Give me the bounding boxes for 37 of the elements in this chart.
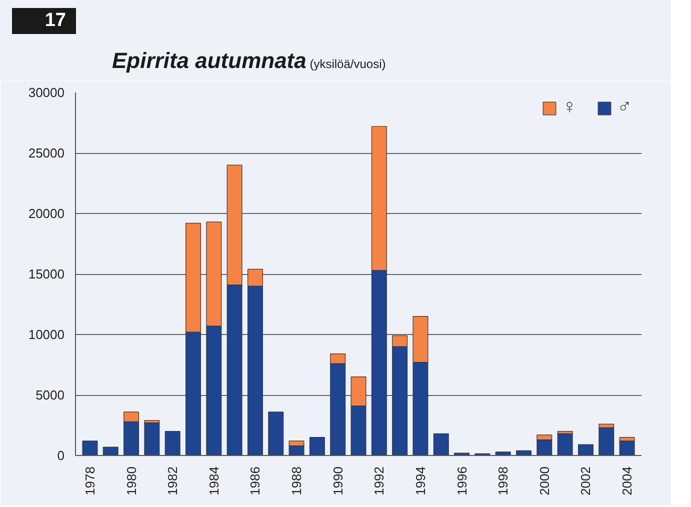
- bar: [82, 440, 98, 456]
- chart-subtitle: (yksilöä/vuosi): [310, 57, 386, 71]
- bar: [309, 437, 325, 456]
- legend-label: ♀: [562, 96, 578, 119]
- x-tick-label: 2000: [536, 466, 552, 496]
- x-tick-label: 2002: [578, 466, 594, 496]
- x-tick-label: 1982: [165, 466, 180, 496]
- bar: [268, 412, 284, 456]
- bar: [102, 446, 118, 456]
- y-tick-label: 30000: [28, 85, 65, 100]
- bar: [578, 444, 594, 456]
- bar: [598, 427, 614, 456]
- x-tick-label: 1990: [330, 466, 346, 496]
- chart-title: Epirrita autumnata: [112, 48, 306, 73]
- y-tick-label: 25000: [28, 146, 65, 160]
- x-tick-label: 1986: [248, 466, 263, 496]
- x-tick-label: 1994: [412, 466, 428, 496]
- x-tick-label: 1984: [206, 466, 222, 496]
- bar: [433, 433, 449, 456]
- x-tick-label: 1988: [289, 466, 304, 496]
- legend-label: ♂: [617, 96, 633, 119]
- bar: [144, 422, 160, 456]
- y-tick-label: 0: [57, 448, 65, 463]
- text: 17: [12, 8, 76, 34]
- x-tick-label: 2004: [620, 466, 635, 496]
- y-tick-label: 15000: [28, 266, 65, 282]
- bar: [164, 431, 180, 456]
- x-tick-label: 1978: [82, 466, 98, 496]
- y-tick-label: 20000: [28, 206, 65, 221]
- x-tick-label: 1980: [124, 466, 139, 496]
- x-tick-label: 1996: [454, 466, 470, 496]
- x-tick-label: 1992: [372, 466, 387, 496]
- y-tick-label: 5000: [36, 388, 64, 402]
- y-tick-label: 10000: [28, 327, 65, 342]
- bar: [619, 440, 635, 456]
- x-tick-label: 1998: [496, 466, 511, 496]
- bar: [557, 433, 573, 456]
